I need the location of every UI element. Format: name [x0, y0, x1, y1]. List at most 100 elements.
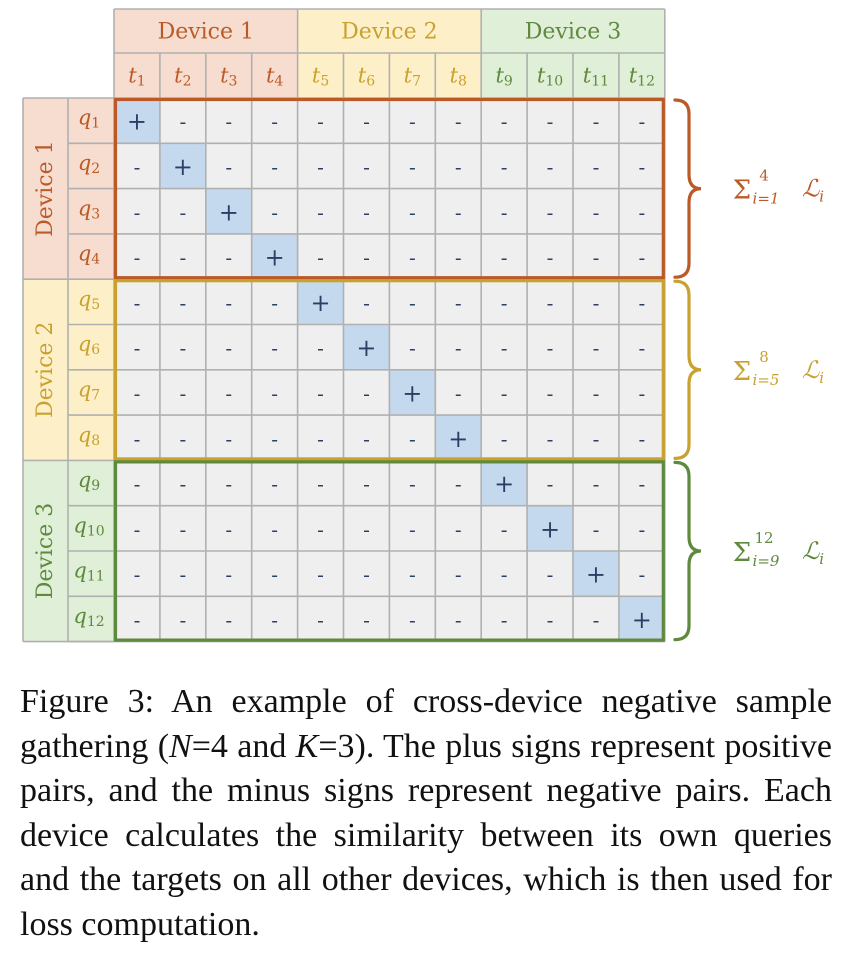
negative-cell	[435, 369, 482, 416]
negative-sign: -	[317, 381, 324, 405]
query-label: q7	[78, 377, 100, 403]
negative-cell	[343, 98, 390, 144]
negative-sign: -	[455, 200, 462, 224]
negative-cell	[527, 188, 573, 234]
negative-cell	[114, 415, 160, 461]
negative-cell	[114, 551, 160, 597]
negative-sign: -	[271, 336, 278, 360]
negative-sign: -	[501, 246, 508, 270]
negative-sign: -	[317, 110, 324, 134]
negative-sign: -	[409, 110, 416, 134]
negative-cell	[389, 188, 436, 234]
negative-cell	[114, 369, 160, 416]
negative-sign: -	[593, 336, 600, 360]
negative-cell	[527, 369, 573, 416]
negative-sign: -	[317, 563, 324, 587]
negative-sign: -	[179, 110, 186, 134]
negative-cell	[343, 188, 390, 234]
negative-cell	[251, 596, 298, 642]
negative-cell	[435, 596, 482, 642]
query-label: q1	[78, 106, 100, 132]
loss-term: ℒi	[802, 537, 824, 568]
device-brace	[673, 460, 702, 642]
negative-cell	[527, 460, 573, 506]
negative-cell	[389, 233, 436, 280]
negative-cell	[527, 233, 573, 280]
loss-sum-symbol: Σ	[733, 357, 751, 387]
device-row-label: Device 2	[33, 322, 58, 418]
positive-cell	[205, 188, 252, 234]
negative-cell	[435, 551, 482, 597]
positive-sign: +	[265, 244, 285, 272]
negative-cell	[618, 369, 665, 416]
negative-cell	[343, 596, 390, 642]
negative-cell	[573, 505, 619, 551]
negative-cell	[481, 596, 528, 642]
positive-sign: +	[173, 153, 193, 181]
negative-cell	[435, 143, 482, 189]
negative-cell	[159, 98, 206, 144]
negative-sign: -	[271, 427, 278, 451]
negative-sign: -	[409, 246, 416, 270]
negative-sign: -	[225, 427, 232, 451]
negative-sign: -	[547, 427, 554, 451]
negative-cell	[114, 596, 160, 642]
negative-sign: -	[409, 336, 416, 360]
negative-sign: -	[547, 200, 554, 224]
negative-sign: -	[271, 517, 278, 541]
negative-sign: -	[501, 563, 508, 587]
negative-cell	[481, 324, 528, 370]
negative-sign: -	[225, 246, 232, 270]
negative-sign: -	[363, 381, 370, 405]
negative-cell	[573, 143, 619, 189]
negative-sign: -	[271, 472, 278, 496]
negative-sign: -	[134, 246, 141, 270]
negative-sign: -	[638, 291, 645, 315]
negative-sign: -	[593, 472, 600, 496]
negative-cell	[251, 324, 298, 370]
device-row-label: Device 1	[33, 140, 58, 236]
negative-cell	[618, 233, 665, 280]
negative-cell	[205, 324, 252, 370]
negative-cell	[114, 460, 160, 506]
query-label: q9	[78, 468, 100, 494]
negative-sign: -	[271, 563, 278, 587]
negative-cell	[343, 233, 390, 280]
query-label: q5	[78, 287, 100, 313]
negative-sign: -	[547, 563, 554, 587]
negative-cell	[297, 188, 344, 234]
negative-cell	[297, 460, 344, 506]
negative-sign: -	[501, 336, 508, 360]
negative-sign: -	[455, 472, 462, 496]
negative-sign: -	[638, 427, 645, 451]
positive-cell	[389, 369, 436, 416]
negative-sign: -	[317, 608, 324, 632]
loss-upper-limit: 4	[759, 167, 769, 185]
negative-cell	[251, 369, 298, 416]
loss-sum-symbol: Σ	[733, 176, 751, 206]
negative-sign: -	[225, 472, 232, 496]
negative-cell	[435, 324, 482, 370]
caption-k-equals: =3).	[318, 727, 375, 765]
negative-sign: -	[501, 608, 508, 632]
target-label: t11	[583, 64, 609, 90]
negative-cell	[618, 460, 665, 506]
negative-sign: -	[593, 517, 600, 541]
negative-cell	[389, 415, 436, 461]
query-label: q2	[78, 151, 100, 177]
negative-sign: -	[225, 155, 232, 179]
negative-cell	[297, 415, 344, 461]
negative-cell	[343, 505, 390, 551]
negative-cell	[205, 369, 252, 416]
negative-sign: -	[225, 110, 232, 134]
negative-sign: -	[455, 336, 462, 360]
negative-cell	[205, 233, 252, 280]
negative-cell	[618, 279, 665, 325]
negative-cell	[527, 98, 573, 144]
negative-cell	[435, 279, 482, 325]
target-label: t12	[629, 64, 655, 90]
negative-sign: -	[455, 155, 462, 179]
negative-sign: -	[547, 336, 554, 360]
loss-lower-limit: i=1	[753, 190, 780, 208]
negative-sign: -	[501, 200, 508, 224]
